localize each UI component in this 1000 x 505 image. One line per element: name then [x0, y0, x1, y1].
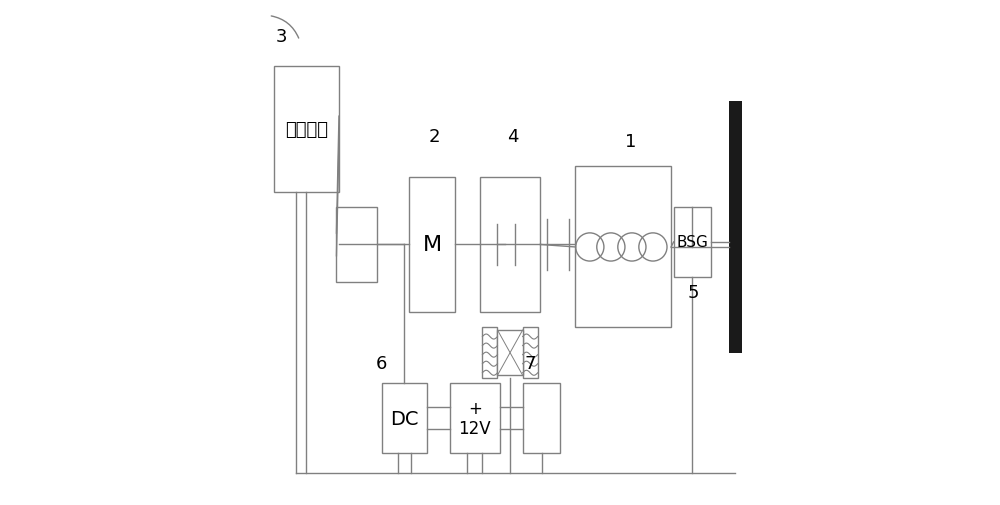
Bar — [480, 177, 540, 313]
Text: 3: 3 — [275, 28, 287, 45]
Text: DC: DC — [390, 409, 419, 428]
Text: 2: 2 — [429, 128, 440, 146]
Bar — [497, 330, 523, 376]
Bar — [523, 328, 538, 378]
Text: 4: 4 — [507, 128, 518, 146]
Text: +
12V: + 12V — [459, 399, 491, 438]
Bar — [575, 167, 671, 328]
Bar — [382, 383, 427, 453]
Bar — [274, 67, 339, 192]
Text: 7: 7 — [524, 354, 536, 372]
Text: 1: 1 — [625, 133, 637, 151]
Bar — [409, 177, 455, 313]
Text: M: M — [423, 235, 442, 255]
Bar — [482, 328, 497, 378]
Text: BSG: BSG — [677, 235, 708, 250]
Bar — [729, 102, 742, 353]
Text: 动力电池: 动力电池 — [285, 121, 328, 138]
Text: 6: 6 — [376, 354, 387, 372]
Bar — [450, 383, 500, 453]
Text: 5: 5 — [688, 284, 699, 301]
Bar — [336, 207, 377, 283]
Bar — [523, 383, 560, 453]
Bar — [674, 207, 711, 278]
